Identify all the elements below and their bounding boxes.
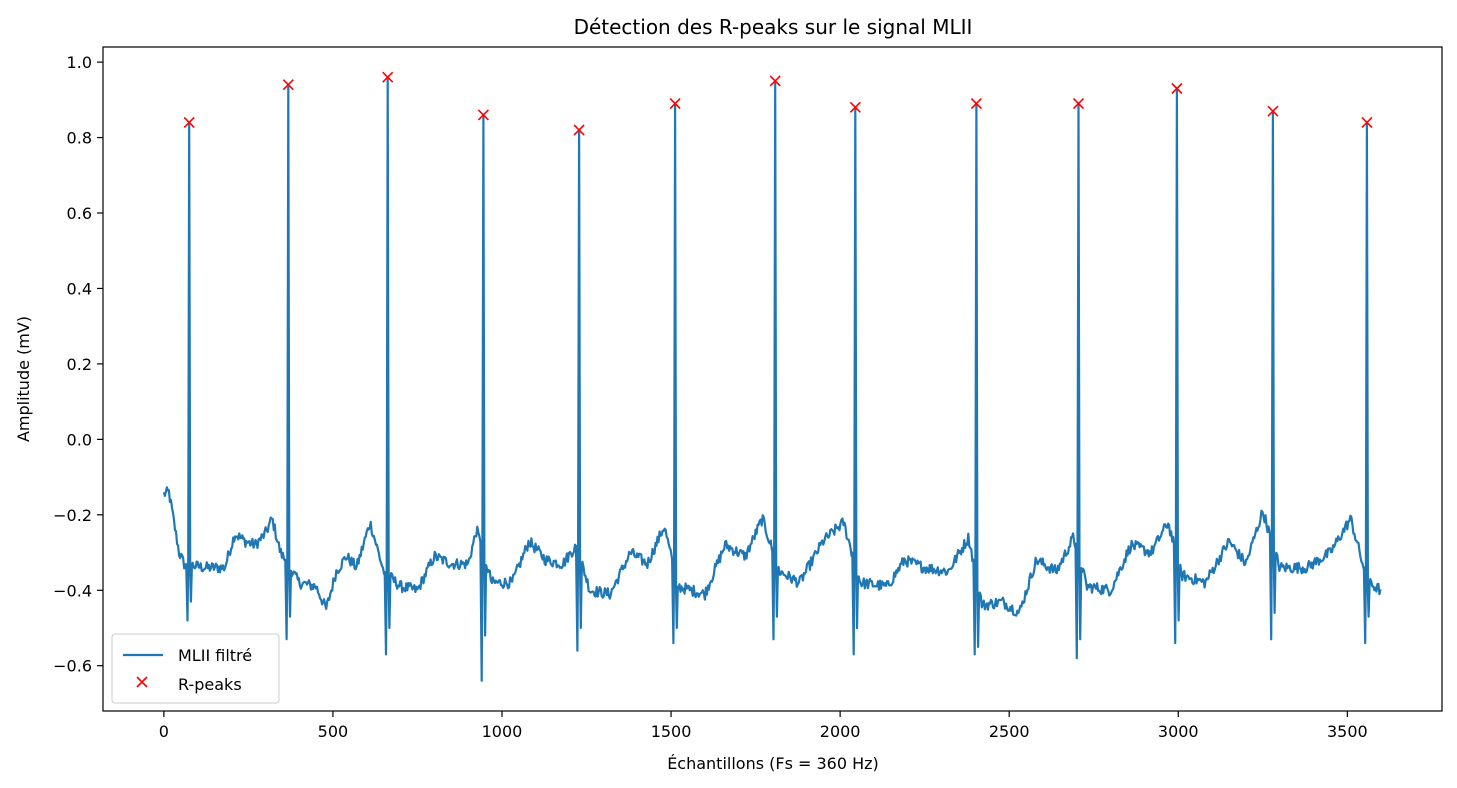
x-tick-label: 1500 — [651, 722, 692, 741]
y-tick-label: 0.8 — [67, 129, 92, 148]
r-peak-marker — [382, 71, 394, 83]
x-tick-label: 3500 — [1327, 722, 1368, 741]
y-tick-label: 0.6 — [67, 204, 92, 223]
axes-frame — [102, 46, 1443, 712]
r-peak-marker — [970, 98, 982, 110]
y-axis-label: Amplitude (mV) — [14, 316, 33, 442]
y-tick-label: −0.4 — [53, 581, 92, 600]
r-peak-marker — [477, 109, 489, 121]
y-tick-label: 0.4 — [67, 279, 92, 298]
y-tick-label: −0.6 — [53, 657, 92, 676]
r-peak-marker — [669, 98, 681, 110]
r-peak-marker — [1171, 82, 1183, 95]
r-peak-marker — [1267, 105, 1279, 117]
y-tick-label: 1.0 — [67, 53, 92, 72]
y-tick-label: 0.0 — [67, 430, 92, 449]
x-tick-label: 500 — [318, 722, 349, 741]
plot-area — [102, 46, 1443, 712]
x-tick-label: 2000 — [820, 722, 861, 741]
x-axis-ticks: 0 500 1000 1500 2000 2500 3000 3500 — [159, 711, 1368, 741]
r-peak-marker — [1361, 116, 1373, 129]
signal-line — [162, 76, 1382, 682]
r-peak-marker — [183, 116, 195, 129]
x-tick-label: 3000 — [1158, 722, 1199, 741]
r-peak-marker — [573, 124, 585, 136]
x-tick-label: 0 — [159, 722, 169, 741]
chart-title: Détection des R-peaks sur le signal MLII — [574, 15, 973, 39]
y-axis-ticks: −0.6 −0.4 −0.2 0.0 0.2 0.4 0.6 0.8 1.0 — [53, 53, 103, 676]
r-peak-marker — [769, 75, 781, 87]
x-tick-label: 2500 — [989, 722, 1030, 741]
r-peak-marker — [1072, 98, 1085, 110]
legend-label-signal: MLII filtré — [178, 646, 252, 665]
r-peak-marker — [849, 101, 861, 113]
signal-series — [162, 76, 1382, 682]
y-tick-label: −0.2 — [53, 506, 92, 525]
x-axis-label: Échantillons (Fs = 360 Hz) — [667, 754, 879, 773]
r-peak-marker — [282, 79, 294, 91]
r-peaks-series — [183, 71, 1373, 136]
legend-box — [111, 633, 280, 704]
y-tick-label: 0.2 — [67, 355, 92, 374]
legend-x-marker — [136, 676, 148, 688]
legend: MLII filtré R-peaks — [111, 633, 280, 704]
legend-label-peaks: R-peaks — [178, 675, 242, 694]
x-tick-label: 1000 — [482, 722, 523, 741]
